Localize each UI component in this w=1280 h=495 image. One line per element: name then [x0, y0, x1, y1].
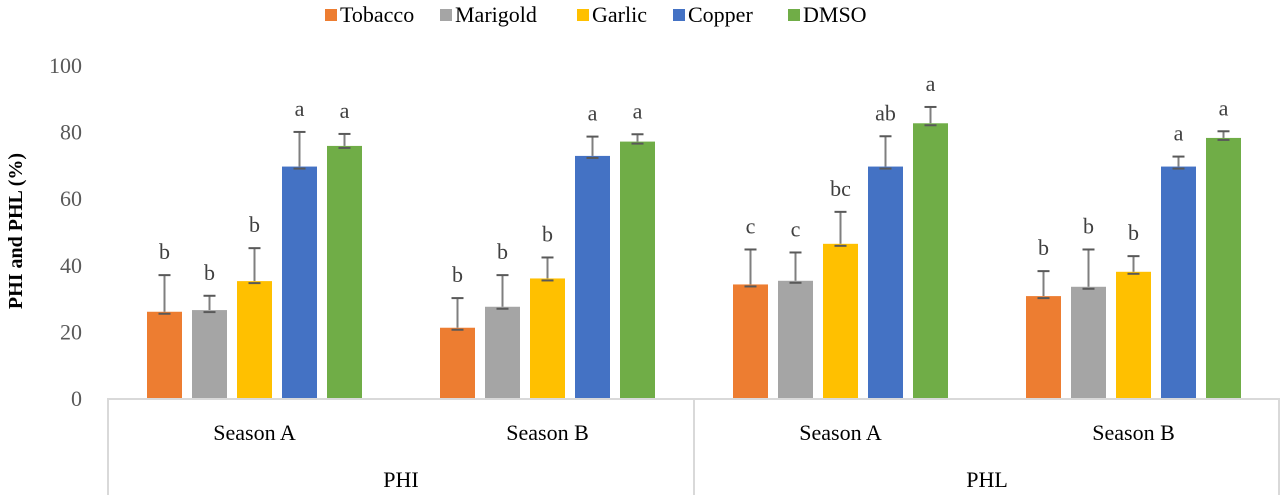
bar-garlic — [1116, 271, 1151, 398]
bar-copper — [575, 155, 610, 398]
x-group-label: PHL — [966, 467, 1008, 492]
bar-tobacco — [1026, 296, 1061, 398]
significance-letter: c — [791, 216, 801, 241]
bar-dmso — [327, 145, 362, 398]
significance-letter: b — [452, 262, 463, 287]
bar-copper — [868, 166, 903, 398]
legend: Tobacco Marigold Garlic Copper DMSO — [325, 2, 867, 27]
y-tick-label: 80 — [60, 120, 82, 145]
bar-copper — [282, 166, 317, 398]
bar-dmso — [1206, 137, 1241, 398]
bar-marigold — [192, 310, 227, 398]
y-tick-label: 40 — [60, 253, 82, 278]
significance-letter: b — [249, 212, 260, 237]
x-axis: Season A Season B PHI Season A Season B PHL — [107, 398, 1280, 495]
significance-letter: b — [159, 239, 170, 264]
legend-label: Garlic — [592, 2, 647, 27]
x-group-label: PHI — [383, 467, 418, 492]
legend-swatch — [325, 9, 337, 21]
legend-label: Marigold — [455, 2, 537, 27]
legend-item-marigold: Marigold — [440, 2, 537, 27]
significance-letter: c — [746, 213, 756, 238]
legend-label: DMSO — [803, 2, 867, 27]
bar-dmso — [913, 123, 948, 399]
significance-letter: a — [340, 98, 350, 123]
legend-item-tobacco: Tobacco — [325, 2, 414, 27]
legend-swatch — [788, 9, 800, 21]
significance-letter: a — [588, 101, 598, 126]
bar-marigold — [1071, 286, 1106, 398]
legend-item-dmso: DMSO — [788, 2, 867, 27]
bar-garlic — [823, 243, 858, 398]
significance-letter: a — [1219, 95, 1229, 120]
legend-swatch — [673, 9, 685, 21]
significance-letter: a — [295, 96, 305, 121]
legend-label: Copper — [688, 2, 753, 27]
significance-letter: a — [1174, 121, 1184, 146]
bar-marigold — [778, 280, 813, 398]
bar-tobacco — [147, 311, 182, 398]
significance-letter: ab — [875, 100, 896, 125]
y-axis: 0 20 40 60 80 100 — [49, 53, 82, 411]
bar-garlic — [530, 278, 565, 398]
legend-item-copper: Copper — [673, 2, 753, 27]
significance-letter: b — [1083, 213, 1094, 238]
x-tick-label: Season A — [213, 420, 296, 445]
legend-label: Tobacco — [340, 2, 414, 27]
bar-dmso — [620, 141, 655, 398]
legend-swatch — [577, 9, 589, 21]
x-tick-label: Season B — [506, 420, 589, 445]
significance-letter: b — [204, 260, 215, 285]
bar-marigold — [485, 306, 520, 398]
significance-letter: b — [1038, 235, 1049, 260]
y-tick-label: 20 — [60, 319, 82, 344]
significance-letter: a — [926, 71, 936, 96]
x-tick-label: Season B — [1092, 420, 1175, 445]
y-axis-label: PHI and PHL (%) — [5, 153, 27, 309]
significance-letter: b — [1128, 220, 1139, 245]
significance-letter: b — [497, 239, 508, 264]
y-tick-label: 0 — [71, 386, 82, 411]
legend-item-garlic: Garlic — [577, 2, 647, 27]
y-tick-label: 60 — [60, 186, 82, 211]
significance-letter: a — [633, 98, 643, 123]
significance-letter: b — [542, 221, 553, 246]
legend-swatch — [440, 9, 452, 21]
x-tick-label: Season A — [799, 420, 882, 445]
bar-tobacco — [440, 327, 475, 398]
bar-garlic — [237, 281, 272, 398]
bar-tobacco — [733, 284, 768, 398]
significance-letter: bc — [830, 176, 851, 201]
bar-copper — [1161, 166, 1196, 398]
y-tick-label: 100 — [49, 53, 82, 78]
